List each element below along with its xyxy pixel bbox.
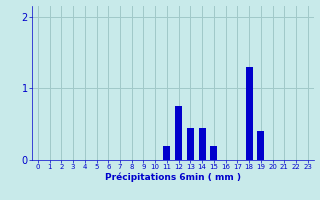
Bar <box>199 128 206 160</box>
Bar <box>175 106 182 160</box>
Bar <box>245 67 252 160</box>
Bar <box>257 131 264 160</box>
Bar <box>187 128 194 160</box>
X-axis label: Précipitations 6min ( mm ): Précipitations 6min ( mm ) <box>105 173 241 182</box>
Bar <box>164 146 171 160</box>
Bar <box>210 146 217 160</box>
